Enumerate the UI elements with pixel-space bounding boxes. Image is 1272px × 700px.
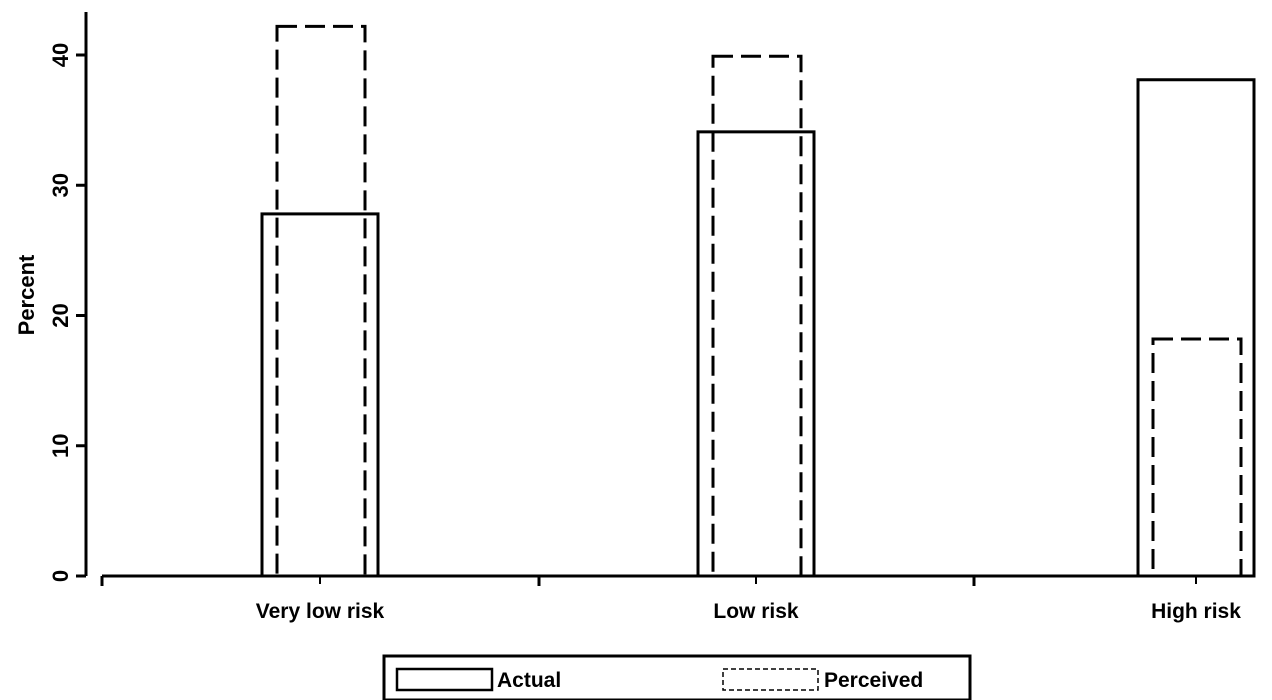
legend-label-actual: Actual xyxy=(497,669,561,692)
y-tick-label: 0 xyxy=(48,570,73,582)
y-tick-label: 40 xyxy=(48,43,73,67)
y-tick-label: 30 xyxy=(48,173,73,197)
x-tick-label: Low risk xyxy=(713,600,799,623)
bar-actual xyxy=(696,130,816,578)
bar-actual xyxy=(1136,78,1256,578)
y-tick-label: 10 xyxy=(48,434,73,458)
legend-swatch-actual xyxy=(395,667,494,692)
bar-perceived xyxy=(711,54,803,578)
legend: Actual Perceived xyxy=(382,654,972,700)
x-tick-label: Very low risk xyxy=(256,600,385,623)
legend-swatch-perceived xyxy=(722,668,819,691)
axes xyxy=(76,12,1197,586)
bar-actual xyxy=(260,212,380,578)
bars xyxy=(260,24,1256,578)
y-tick-label: 20 xyxy=(48,303,73,327)
y-axis-label: Percent xyxy=(14,254,39,335)
bar-perceived xyxy=(275,24,367,578)
x-tick-labels: Very low risk Low risk High risk xyxy=(256,600,1241,623)
bar-perceived xyxy=(1151,337,1243,578)
x-tick-label: High risk xyxy=(1151,600,1241,623)
legend-label-perceived: Perceived xyxy=(824,669,923,692)
legend-box xyxy=(382,654,972,700)
y-tick-labels: 0 10 20 30 40 xyxy=(48,43,73,582)
